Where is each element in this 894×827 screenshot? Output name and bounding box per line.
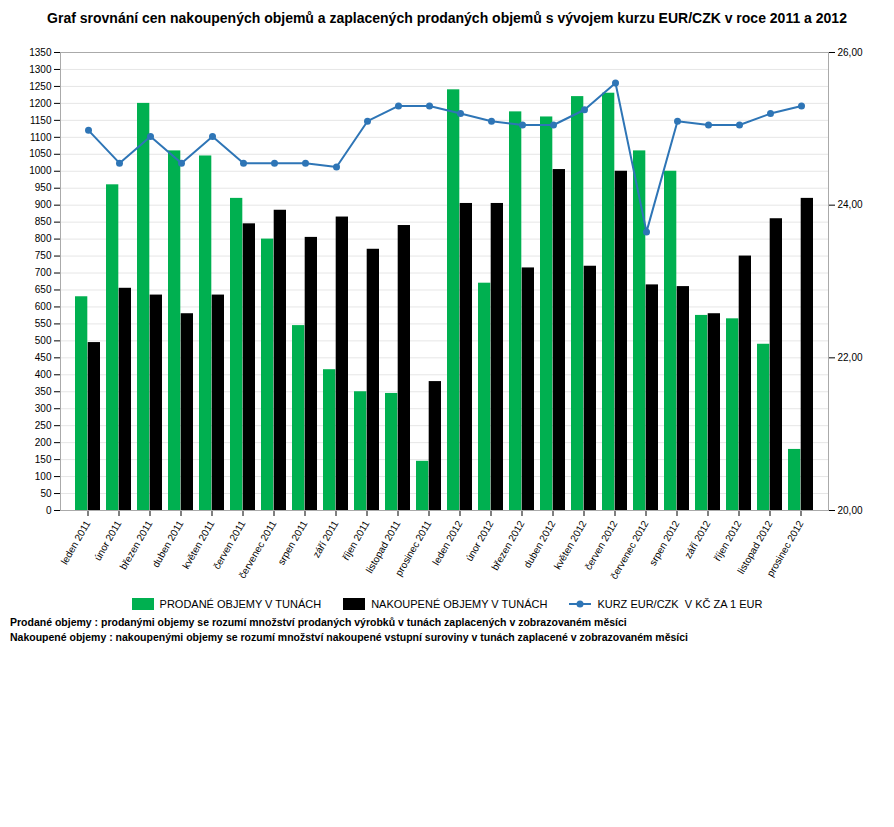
svg-text:350: 350	[35, 386, 52, 397]
svg-text:1200: 1200	[29, 98, 52, 109]
svg-text:prosinec 2011: prosinec 2011	[393, 518, 434, 578]
svg-text:srpen 2011: srpen 2011	[275, 518, 309, 567]
svg-text:září 2011: září 2011	[311, 518, 341, 559]
svg-text:červenec 2012: červenec 2012	[608, 518, 651, 581]
svg-text:1300: 1300	[29, 64, 52, 75]
svg-text:červen 2011: červen 2011	[210, 518, 248, 572]
svg-text:leden 2011: leden 2011	[59, 518, 93, 566]
html-text:Graf srovnání cen nakoupených: Graf srovnání cen nakoupených objemů a z…	[47, 10, 847, 26]
svg-text:srpen 2012: srpen 2012	[647, 518, 682, 567]
svg-text:200: 200	[35, 437, 52, 448]
svg-text:550: 550	[35, 318, 52, 329]
svg-text:1150: 1150	[30, 115, 52, 126]
svg-text:únor 2011: únor 2011	[92, 518, 124, 562]
svg-text:červen 2012: červen 2012	[582, 518, 620, 572]
svg-text:0: 0	[46, 505, 52, 516]
svg-text:1050: 1050	[29, 148, 52, 159]
svg-text:červenec 2011: červenec 2011	[237, 518, 279, 580]
svg-text:800: 800	[35, 233, 52, 244]
svg-text:900: 900	[35, 199, 52, 210]
html-text:Prodané objemy : prodanými obj: Prodané objemy : prodanými objemy se roz…	[10, 616, 627, 628]
svg-text:1000: 1000	[29, 165, 52, 176]
svg-text:duben 2011: duben 2011	[150, 518, 186, 569]
svg-text:duben 2012: duben 2012	[522, 518, 558, 570]
svg-text:březen 2011: březen 2011	[117, 518, 155, 572]
svg-text:22,00: 22,00	[838, 352, 863, 363]
svg-text:100: 100	[35, 471, 52, 482]
html-text:Nakoupené objemy : nakoupenými: Nakoupené objemy : nakoupenými objemy se…	[10, 631, 688, 643]
svg-text:květen 2012: květen 2012	[551, 518, 589, 572]
html-text:PRODANÉ OBJEMY V TUNÁCH: PRODANÉ OBJEMY V TUNÁCH	[159, 598, 322, 610]
svg-text:prosinec 2012: prosinec 2012	[765, 518, 806, 578]
svg-text:500: 500	[35, 335, 52, 346]
svg-text:říjen 2011: říjen 2011	[340, 518, 372, 562]
svg-text:750: 750	[35, 250, 52, 261]
html-text:NAKOUPENÉ OBJEMY V TUNÁCH: NAKOUPENÉ OBJEMY V TUNÁCH	[371, 598, 548, 610]
svg-text:50: 50	[40, 488, 52, 499]
svg-text:450: 450	[35, 352, 52, 363]
svg-text:150: 150	[35, 454, 52, 465]
svg-text:leden 2012: leden 2012	[430, 518, 464, 567]
svg-text:květen 2011: květen 2011	[180, 518, 217, 570]
svg-text:950: 950	[35, 182, 52, 193]
svg-text:říjen 2012: říjen 2012	[712, 518, 744, 562]
svg-text:listopad 2011: listopad 2011	[363, 518, 403, 575]
svg-text:září 2012: září 2012	[682, 518, 713, 560]
svg-text:850: 850	[35, 216, 52, 227]
svg-text:březen 2012: březen 2012	[489, 518, 527, 573]
svg-text:300: 300	[35, 403, 52, 414]
svg-text:listopad 2012: listopad 2012	[735, 518, 775, 576]
svg-text:1250: 1250	[29, 81, 52, 92]
svg-text:1350: 1350	[29, 47, 52, 58]
svg-text:26,00: 26,00	[838, 47, 863, 58]
svg-text:400: 400	[35, 369, 52, 380]
svg-text:700: 700	[35, 267, 52, 278]
html-text:KURZ EUR/CZK V KČ ZA 1 EUR: KURZ EUR/CZK V KČ ZA 1 EUR	[597, 598, 763, 610]
svg-text:únor 2012: únor 2012	[463, 518, 495, 563]
svg-text:600: 600	[35, 301, 52, 312]
svg-text:1100: 1100	[30, 132, 52, 143]
svg-text:20,00: 20,00	[838, 505, 863, 516]
svg-text:650: 650	[35, 284, 52, 295]
svg-text:24,00: 24,00	[838, 199, 863, 210]
svg-text:250: 250	[35, 420, 52, 431]
